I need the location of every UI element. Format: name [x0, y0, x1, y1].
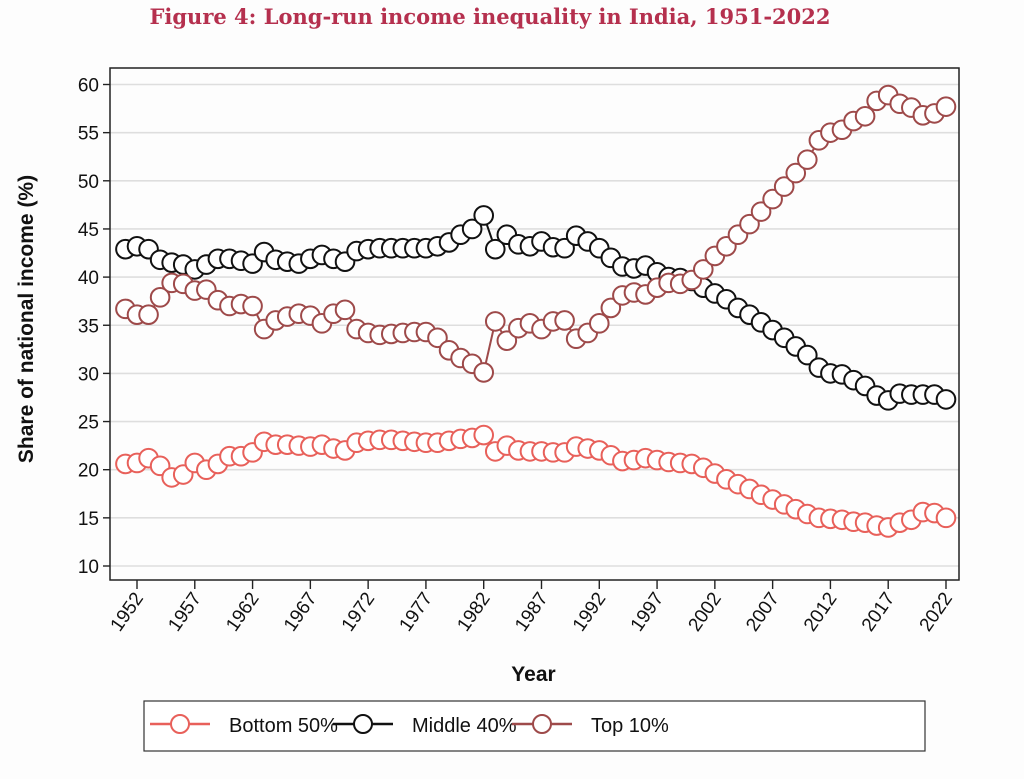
data-point	[138, 304, 159, 325]
data-point	[750, 201, 772, 222]
x-tick-label: 2007	[742, 589, 783, 636]
y-axis-title: Share of national income (%)	[15, 175, 38, 463]
data-point	[797, 344, 818, 366]
data-point	[461, 218, 483, 240]
x-tick-label: 1982	[453, 589, 494, 636]
x-axis: 1952 1957 1962 1967 1972 1977 1982 1987 1992 1997…	[107, 580, 957, 636]
y-tick-label: 30	[78, 364, 99, 385]
x-tick-label: 1967	[280, 589, 321, 636]
x-tick-label: 1952	[107, 589, 148, 636]
data-point	[496, 330, 518, 351]
y-tick-label: 10	[78, 557, 99, 578]
data-point	[473, 205, 495, 226]
data-point	[739, 213, 760, 235]
y-tick-label: 60	[78, 76, 99, 97]
x-tick-label: 1977	[396, 589, 437, 636]
data-point	[554, 310, 575, 331]
x-tick-label: 1987	[511, 589, 552, 636]
data-point	[242, 295, 263, 317]
chart-title: Figure 4: Long-run income inequality in …	[149, 4, 831, 29]
y-tick-label: 35	[78, 316, 99, 337]
data-point	[473, 424, 495, 446]
data-point	[484, 238, 506, 260]
legend-marker	[170, 714, 190, 734]
series-layer	[115, 84, 957, 538]
x-tick-label: 2002	[684, 589, 725, 636]
y-axis: 10 15 20 25 30 35 40 45 50 55 60	[78, 76, 110, 578]
series-middle-40	[115, 205, 957, 411]
legend-label: Top 10%	[591, 715, 669, 737]
data-point	[600, 297, 622, 319]
y-tick-label: 25	[78, 413, 99, 434]
legend-marker	[532, 714, 552, 734]
data-point	[484, 311, 506, 332]
data-point	[797, 149, 818, 170]
y-tick-label: 50	[78, 172, 99, 193]
legend-label: Bottom 50%	[229, 715, 338, 737]
x-tick-label: 2012	[800, 589, 841, 636]
data-point	[554, 237, 575, 259]
x-tick-label: 1957	[164, 589, 205, 636]
data-point	[149, 287, 171, 308]
legend-item: Middle 40%	[333, 714, 517, 737]
x-tick-label: 1992	[569, 589, 610, 636]
legend-item: Bottom 50%	[150, 714, 338, 737]
legend-marker	[353, 714, 373, 734]
data-point	[935, 507, 957, 529]
data-point	[773, 176, 795, 197]
data-point	[785, 162, 807, 184]
plot-frame	[109, 67, 960, 581]
x-tick-label: 1972	[338, 589, 379, 636]
x-tick-label: 2017	[858, 589, 899, 636]
legend-label: Middle 40%	[412, 715, 517, 737]
x-tick-label: 1997	[627, 589, 668, 636]
data-point	[935, 389, 957, 410]
x-axis-title: Year	[511, 663, 555, 686]
y-tick-label: 40	[78, 268, 99, 289]
legend: Bottom 50% Middle 40% Top 10%	[143, 700, 926, 752]
series-bottom-50	[115, 424, 957, 538]
data-point	[334, 299, 356, 321]
data-point	[473, 362, 495, 383]
data-point	[427, 327, 448, 349]
series-top-10	[115, 84, 957, 383]
y-tick-label: 15	[78, 509, 99, 530]
x-tick-label: 1962	[222, 589, 263, 636]
data-point	[692, 259, 714, 280]
x-tick-label: 2022	[916, 589, 957, 636]
data-point	[588, 313, 610, 334]
data-point	[854, 105, 876, 127]
data-point	[935, 96, 957, 117]
legend-item: Top 10%	[512, 714, 669, 737]
data-point	[762, 188, 783, 210]
y-tick-label: 55	[78, 124, 99, 145]
y-tick-label: 20	[78, 461, 99, 482]
y-tick-label: 45	[78, 220, 99, 241]
